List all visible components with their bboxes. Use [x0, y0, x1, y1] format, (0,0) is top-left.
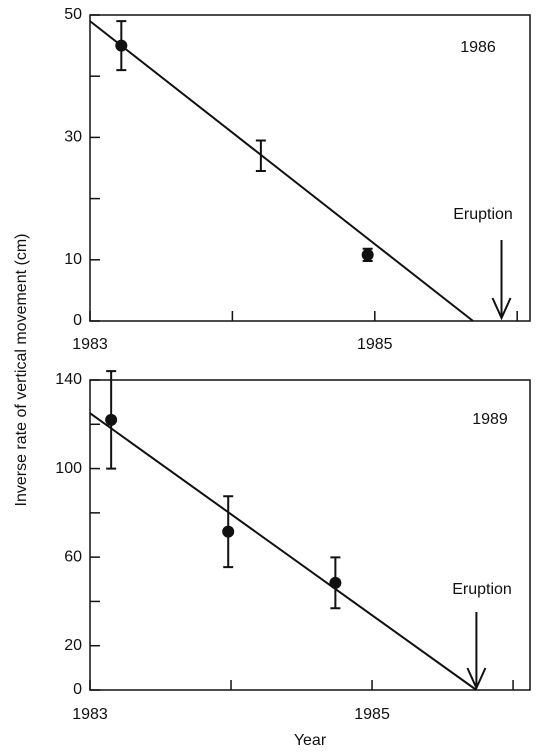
error-bar: [255, 139, 266, 173]
x-tick-label: 1983: [72, 706, 108, 723]
eruption-arrow: [466, 612, 487, 691]
y-tick-label: 0: [73, 681, 82, 698]
eruption-label: Eruption: [453, 206, 513, 223]
fit-line: [89, 20, 474, 322]
y-tick-label: 50: [64, 6, 82, 23]
y-tick-label: 10: [64, 251, 82, 268]
eruption-label: Eruption: [452, 581, 512, 598]
y-tick-label: 30: [64, 129, 82, 146]
y-tick-label: 20: [64, 637, 82, 654]
data-point: [105, 413, 118, 426]
data-point: [329, 576, 342, 589]
panel-annotation: 1986: [460, 39, 496, 56]
x-tick-label: 1985: [357, 336, 393, 353]
x-tick-label: 1983: [72, 336, 108, 353]
y-tick-label: 0: [73, 312, 82, 329]
x-tick-label: 1985: [354, 706, 390, 723]
data-point: [222, 525, 235, 538]
panel-annotation: 1989: [472, 411, 508, 428]
data-point: [115, 39, 128, 52]
x-axis-label: Year: [294, 732, 327, 749]
y-tick-label: 140: [55, 371, 82, 388]
fit-line: [89, 412, 477, 691]
eruption-arrow: [491, 240, 512, 321]
plot-frame: [89, 14, 531, 322]
y-tick-label: 60: [64, 548, 82, 565]
y-tick-label: 100: [55, 460, 82, 477]
y-axis-label: Inverse rate of vertical movement (cm): [13, 234, 30, 507]
data-point: [361, 248, 374, 261]
plot-frame: [89, 379, 531, 691]
